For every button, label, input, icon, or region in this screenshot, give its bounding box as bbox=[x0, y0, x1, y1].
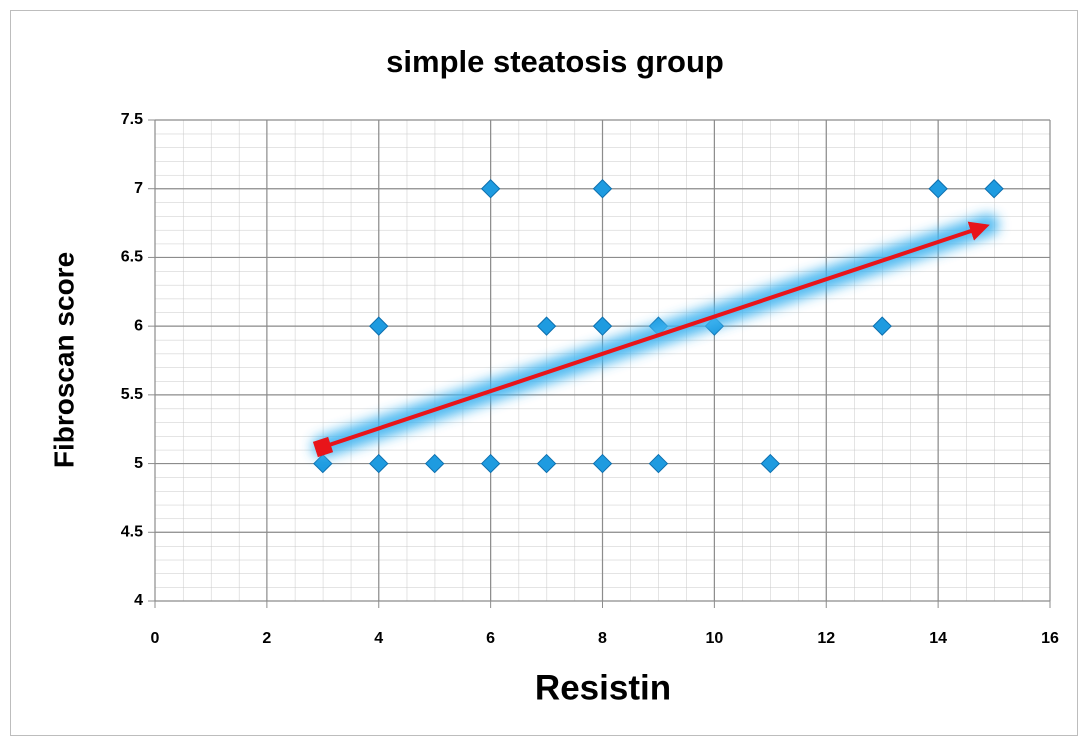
point bbox=[592, 316, 613, 336]
trend-arrow bbox=[312, 214, 999, 458]
point bbox=[984, 179, 1004, 199]
x-tick-label: 2 bbox=[262, 630, 271, 647]
x-tick-label: 10 bbox=[705, 630, 723, 647]
x-tick-label: 8 bbox=[598, 630, 607, 647]
point bbox=[592, 179, 613, 199]
y-tick-label: 6 bbox=[134, 317, 143, 334]
x-tick-label: 12 bbox=[817, 630, 835, 647]
point bbox=[592, 453, 613, 474]
point bbox=[872, 316, 892, 336]
y-tick-label: 5.5 bbox=[121, 386, 143, 403]
point bbox=[313, 453, 333, 474]
point bbox=[536, 453, 557, 474]
x-tick-label: 4 bbox=[374, 630, 383, 647]
y-tick-label: 7.5 bbox=[121, 111, 143, 128]
x-tick-label: 14 bbox=[929, 630, 947, 647]
x-tick-label: 6 bbox=[486, 630, 495, 647]
point bbox=[648, 453, 669, 474]
point bbox=[369, 453, 389, 474]
y-tick-label: 6.5 bbox=[121, 249, 143, 266]
point bbox=[369, 316, 389, 336]
point bbox=[760, 453, 781, 474]
y-tick-label: 4.5 bbox=[121, 524, 143, 541]
point bbox=[480, 179, 501, 199]
x-tick-label: 16 bbox=[1041, 630, 1059, 647]
point bbox=[480, 453, 501, 474]
point bbox=[424, 453, 445, 474]
y-tick-label: 4 bbox=[134, 592, 143, 609]
chart-title: simple steatosis group bbox=[386, 44, 724, 79]
point bbox=[536, 316, 557, 336]
y-tick-label: 5 bbox=[134, 455, 143, 472]
y-axis-label: Fibroscan score bbox=[48, 252, 79, 468]
point bbox=[928, 179, 948, 199]
x-tick-label: 0 bbox=[151, 630, 160, 647]
y-tick-label: 7 bbox=[134, 180, 143, 197]
x-axis-label: Resistin bbox=[535, 668, 671, 707]
